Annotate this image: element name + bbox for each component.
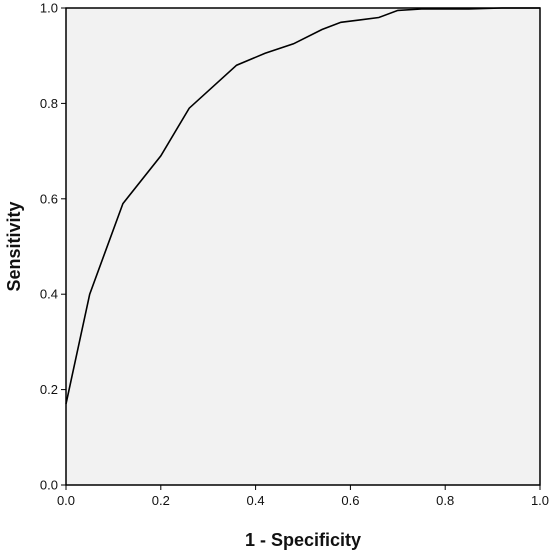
x-tick-label: 0.2 [152, 493, 170, 508]
x-axis-ticks: 0.0 0.2 0.4 0.6 0.8 1.0 [57, 485, 549, 508]
y-tick-label: 0.8 [40, 96, 58, 111]
y-tick-label: 0.2 [40, 382, 58, 397]
y-tick-label: 1.0 [40, 1, 58, 16]
x-axis-label: 1 - Specificity [245, 530, 361, 550]
y-tick-label: 0.6 [40, 191, 58, 206]
x-tick-label: 0.8 [436, 493, 454, 508]
x-tick-label: 0.4 [247, 493, 265, 508]
y-axis-label: Sensitivity [4, 201, 24, 291]
x-tick-label: 0.6 [341, 493, 359, 508]
roc-curve-line [65, 7, 540, 405]
x-tick-label: 0.0 [57, 493, 75, 508]
y-tick-label: 0.4 [40, 287, 58, 302]
y-axis-ticks: 0.0 0.2 0.4 0.6 0.8 1.0 [40, 1, 66, 493]
y-tick-label: 0.0 [40, 478, 58, 493]
plot-area [65, 7, 541, 486]
x-tick-label: 1.0 [531, 493, 549, 508]
